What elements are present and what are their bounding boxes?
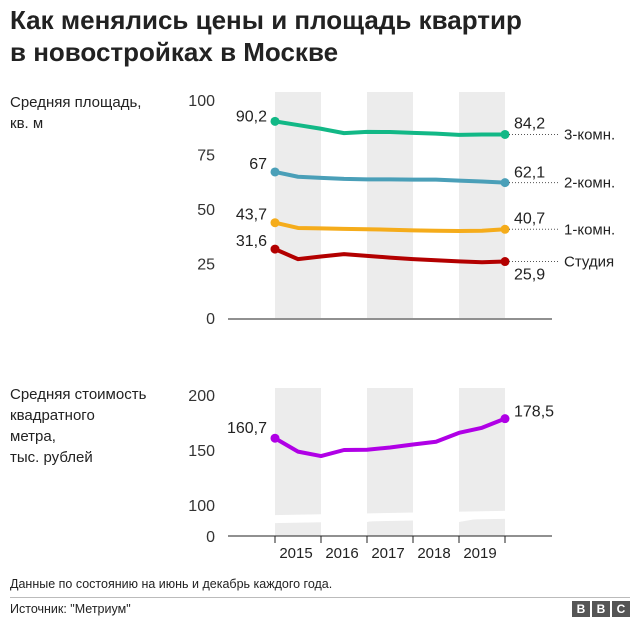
year-band-bottom [459,388,505,518]
series-end-point [500,224,510,234]
y-tick-label: 0 [206,529,215,546]
chart-title: Как менялись цены и площадь квартир в но… [10,4,630,68]
series-end-point [500,414,510,424]
data-label-end: 178,5 [514,404,554,421]
series-end-point [500,129,510,139]
series-end-point [500,257,510,267]
series-line [273,247,507,265]
x-tick-label: 2015 [279,545,312,562]
footnote: Данные по состоянию на июнь и декабрь ка… [10,577,333,591]
y-tick-label: 150 [188,443,215,460]
data-label-start: 90,2 [236,108,267,125]
year-band-top [367,92,413,318]
year-band-bottom [367,388,413,518]
y-axis-title: метра, [10,428,56,445]
source-text: Источник: "Метриум" [10,602,131,616]
data-label-start: 67 [249,156,267,173]
series-lines [270,116,510,459]
series-start-point [270,218,280,228]
series-start-point [270,116,280,126]
y-tick-label: 200 [188,388,215,405]
bbc-logo-letter: C [612,601,630,617]
data-label-end: 62,1 [514,165,545,182]
y-tick-label: 25 [197,257,215,274]
series-name-label: 1-комн. [564,221,615,238]
series-name-label: Студия [564,254,614,271]
title-line-2: в новостройках в Москве [10,37,339,67]
y-axis-title: квадратного [10,407,95,424]
year-band-bottom-lower [459,514,505,536]
y-tick-label: 0 [206,311,215,328]
y-axis-title: тыс. рублей [10,449,93,466]
y-tick-label: 75 [197,148,215,165]
y-tick-label: 50 [197,202,215,219]
bbc-logo: B B C [572,601,630,617]
bbc-logo-letter: B [592,601,610,617]
y-axis-title: Средняя площадь, [10,94,141,111]
title-line-1: Как менялись цены и площадь квартир [10,5,522,35]
x-tick-label: 2017 [371,545,404,562]
y-axis-title: кв. м [10,115,43,132]
series-end-point [500,178,510,188]
x-tick-label: 2016 [325,545,358,562]
series-start-point [270,433,280,443]
series-name-label: 3-комн. [564,126,615,143]
labels: Средняя площадь, кв. м Средняя стоимость кв… [10,94,615,466]
y-tick-label: 100 [188,93,215,110]
x-tick-label: 2018 [417,545,450,562]
year-band-top [459,92,505,318]
series-line [273,220,507,234]
data-label-end: 40,7 [514,210,545,227]
series-line [273,119,507,137]
chart-area: 0 25 50 75 100 0 100 150 200 2015 2016 2017 2018 2019… [10,92,615,562]
y-axis-title: Средняя стоимость [10,386,147,403]
year-bands [228,92,552,536]
bbc-logo-letter: B [572,601,590,617]
x-tick-label: 2019 [463,545,496,562]
data-label-start: 43,7 [236,207,267,224]
data-label-start: 160,7 [227,420,267,437]
data-label-end: 25,9 [514,267,545,284]
data-label-start: 31,6 [236,233,267,250]
axis-break [228,510,552,524]
series-start-point [270,244,280,254]
axes: 0 25 50 75 100 0 100 150 200 2015 2016 2017 2018 2019 [188,93,552,562]
year-band-top [275,92,321,318]
footer-divider [10,597,630,598]
data-label-end: 84,2 [514,115,545,132]
series-line [273,416,507,459]
y-tick-label: 100 [188,498,215,515]
series-name-label: 2-комн. [564,175,615,192]
series-start-point [270,167,280,177]
series-line [273,169,507,185]
